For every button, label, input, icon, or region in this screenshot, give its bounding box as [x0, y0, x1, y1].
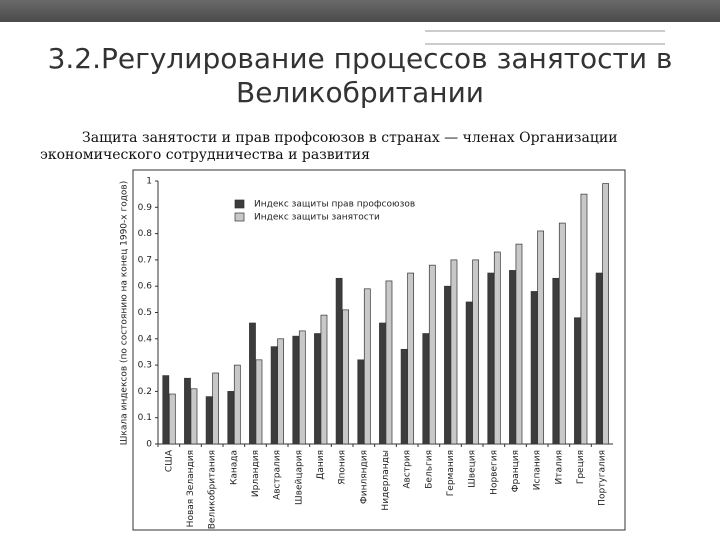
bar: [298, 330, 306, 445]
bar: [465, 301, 473, 445]
y-tick-label: 0.4: [138, 334, 153, 344]
bar: [558, 222, 566, 445]
bar: [385, 280, 393, 445]
x-tick-label: Япония: [338, 450, 348, 485]
bar: [400, 348, 408, 445]
legend-label: Индекс защиты прав профсоюзов: [254, 200, 415, 210]
x-tick-label: Канада: [229, 450, 239, 485]
bar: [205, 396, 213, 445]
bar: [407, 272, 415, 445]
x-tick-label: Франция: [511, 450, 521, 492]
y-tick-label: 0.7: [138, 255, 152, 265]
x-tick-label: Италия: [554, 450, 564, 485]
slide-title: 3.2.Регулирование процессов занятости в …: [47, 42, 673, 109]
x-tick-label: Швеция: [468, 450, 478, 488]
bar: [595, 272, 603, 445]
bar: [509, 270, 516, 445]
y-tick-label: 0: [146, 440, 152, 450]
x-tick-label: Норвегия: [489, 450, 499, 495]
bar: [255, 359, 263, 445]
y-tick-label: 0.1: [138, 413, 152, 423]
bar: [487, 272, 495, 445]
bar: [472, 259, 480, 445]
x-tick-label: Австрия: [403, 450, 413, 489]
chart-frame: [132, 169, 626, 531]
bar: [277, 338, 285, 445]
bar: [580, 193, 588, 445]
bar: [515, 243, 523, 445]
bar: [270, 346, 278, 445]
bar: [342, 309, 350, 445]
x-tick-label: Швейцария: [294, 450, 304, 505]
x-tick-label: Германия: [446, 450, 456, 496]
x-tick-label: Бельгия: [424, 450, 434, 489]
x-tick-label: США: [164, 449, 174, 472]
bar: [168, 393, 176, 445]
bar: [335, 277, 343, 445]
x-tick-label: Нидерланды: [381, 450, 391, 511]
x-tick-label: Ирландия: [251, 450, 261, 497]
slide-subtitle: Защита занятости и прав профсоюзов в стр…: [40, 130, 618, 163]
bar: [162, 375, 170, 445]
y-tick-label: 1: [146, 177, 152, 187]
legend-swatch: [234, 212, 245, 222]
x-tick-label: Великобритания: [208, 450, 218, 529]
bar: [184, 377, 191, 445]
y-tick-label: 0.3: [138, 361, 152, 371]
x-tick-label: Финляндия: [359, 450, 369, 504]
x-tick-label: Греция: [576, 450, 586, 484]
y-tick-label: 0.9: [138, 203, 153, 213]
x-tick-label: Австралия: [273, 450, 283, 500]
bar: [292, 335, 300, 445]
bar: [493, 251, 501, 445]
bar: [602, 183, 610, 445]
bar: [320, 314, 328, 445]
bar: [190, 388, 198, 445]
bar: [552, 277, 560, 445]
legend-label: Индекс защиты занятости: [254, 213, 380, 223]
bar: [314, 333, 321, 445]
bar: [422, 333, 430, 445]
bar: [537, 230, 545, 445]
x-tick-label: Португалия: [598, 450, 608, 506]
bar: [428, 264, 436, 445]
bar: [357, 359, 365, 445]
top-bar: [0, 0, 720, 22]
bar: [574, 317, 581, 445]
legend-swatch: [234, 199, 245, 209]
bar: [227, 391, 235, 445]
x-tick-label: Испания: [533, 450, 543, 490]
bar: [379, 322, 386, 445]
bar: [450, 259, 458, 445]
y-tick-label: 0.8: [138, 229, 153, 239]
y-axis-label: Шкала индексов (по состоянию на конец 19…: [120, 181, 130, 445]
y-tick-label: 0.2: [138, 387, 152, 397]
bar: [233, 364, 241, 445]
y-tick-label: 0.6: [138, 282, 153, 292]
x-tick-label: Новая Зеландия: [186, 450, 196, 527]
bar: [249, 322, 256, 445]
x-tick-label: Дания: [316, 450, 326, 480]
bar: [212, 372, 220, 445]
y-tick-label: 0.5: [138, 308, 152, 318]
bar: [363, 288, 371, 445]
bar: [444, 285, 451, 445]
bar: [530, 291, 538, 445]
